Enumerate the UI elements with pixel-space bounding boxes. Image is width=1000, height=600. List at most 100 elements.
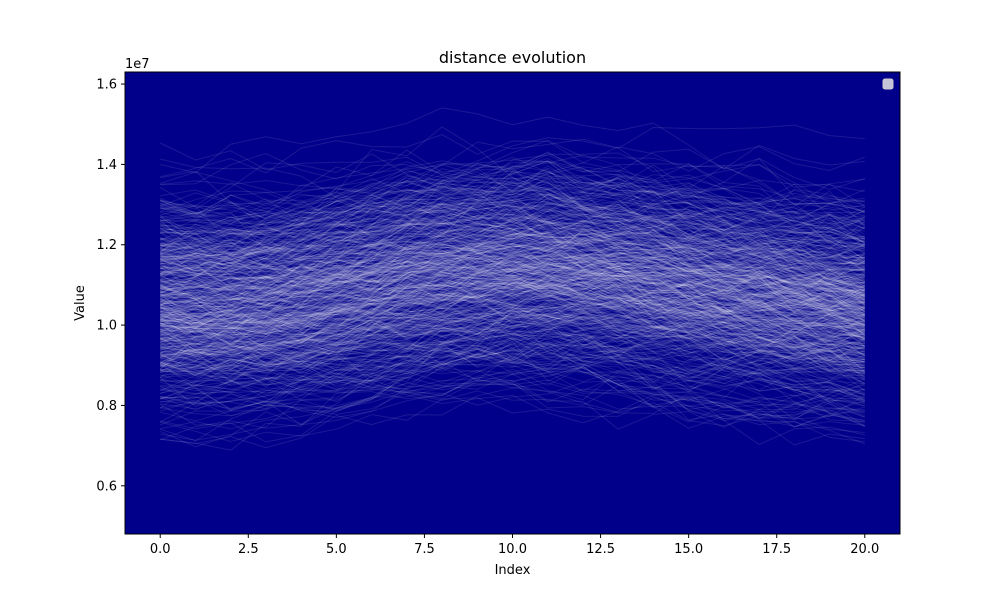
series-line xyxy=(160,346,865,422)
series-line xyxy=(160,273,865,314)
series-line xyxy=(159,168,865,299)
series-line xyxy=(160,266,866,322)
series-line xyxy=(160,196,865,259)
legend-box[interactable] xyxy=(882,78,894,90)
series-line xyxy=(160,334,866,386)
series-line xyxy=(159,280,865,329)
series-line xyxy=(160,262,866,353)
series-line xyxy=(160,245,865,327)
series-line xyxy=(160,240,865,321)
series-line xyxy=(160,244,865,364)
series-line xyxy=(160,312,865,374)
series-line xyxy=(160,299,865,353)
series-line xyxy=(159,292,865,370)
series-line xyxy=(160,296,865,346)
series-line xyxy=(160,242,865,334)
series-line xyxy=(160,313,866,351)
series-line xyxy=(160,330,865,394)
series-line xyxy=(160,366,865,442)
series-line xyxy=(159,144,865,224)
series-line xyxy=(160,303,865,357)
series-line xyxy=(159,309,866,420)
series-line xyxy=(160,256,866,389)
series-line xyxy=(160,178,865,252)
series-line xyxy=(160,238,865,297)
series-line xyxy=(160,321,865,451)
series-line xyxy=(160,216,865,316)
series-line xyxy=(160,372,865,427)
y-tick-label: 0.8 xyxy=(96,399,117,414)
series-line xyxy=(160,297,865,377)
series-line xyxy=(159,255,865,314)
series-line xyxy=(160,382,865,449)
series-line xyxy=(160,265,866,329)
series-line xyxy=(159,218,865,316)
series-line xyxy=(160,153,866,214)
series-line xyxy=(160,253,865,321)
series-line xyxy=(160,293,865,348)
series-line xyxy=(160,188,865,267)
series-line xyxy=(159,250,865,340)
series-line xyxy=(160,233,865,295)
series-line xyxy=(160,344,865,414)
series-line xyxy=(160,214,865,297)
series-line xyxy=(159,271,865,363)
series-line xyxy=(160,258,865,306)
series-line xyxy=(160,265,866,312)
series-line xyxy=(160,277,865,332)
series-line xyxy=(160,167,865,237)
series-line xyxy=(160,348,865,400)
series-line xyxy=(160,192,865,243)
series-line xyxy=(160,231,865,290)
series-line xyxy=(160,236,865,372)
series-line xyxy=(160,257,865,292)
series-line xyxy=(159,328,865,386)
y-tick-label: 1.2 xyxy=(96,238,117,253)
series-line xyxy=(160,319,865,388)
series-line xyxy=(159,193,865,285)
series-line xyxy=(160,248,866,329)
series-line xyxy=(160,338,865,418)
series-line xyxy=(160,355,865,417)
series-line xyxy=(160,194,865,243)
series-line xyxy=(160,220,865,300)
series-line xyxy=(160,206,865,308)
series-line xyxy=(160,331,866,385)
series-line xyxy=(160,161,865,308)
series-line xyxy=(160,204,865,254)
series-line xyxy=(159,200,866,334)
series-line xyxy=(159,232,865,347)
series-line xyxy=(160,269,866,350)
series-line xyxy=(160,238,865,290)
series-line xyxy=(160,215,865,276)
series-line xyxy=(159,183,865,260)
series-line xyxy=(160,299,866,374)
series-line xyxy=(159,301,865,366)
series-line xyxy=(160,261,865,306)
legend[interactable] xyxy=(882,78,894,90)
series-line xyxy=(159,340,865,408)
series-line xyxy=(159,178,865,262)
series-line xyxy=(160,194,865,281)
series-line xyxy=(160,313,865,377)
series-line xyxy=(160,216,865,285)
series-line xyxy=(160,300,865,346)
series-line xyxy=(160,209,866,306)
series-line xyxy=(160,255,866,339)
series-line xyxy=(160,206,866,268)
series-line xyxy=(159,226,865,340)
series-line xyxy=(160,208,865,292)
series-line xyxy=(159,368,865,423)
series-line xyxy=(160,313,865,399)
series-line xyxy=(160,308,865,363)
series-line xyxy=(160,193,865,255)
series-line xyxy=(160,138,865,193)
series-line xyxy=(160,255,865,303)
series-line xyxy=(160,168,865,312)
series-line xyxy=(160,251,865,324)
series-line xyxy=(159,297,865,354)
series-line xyxy=(160,177,865,267)
series-line xyxy=(160,264,865,303)
series-line xyxy=(160,279,865,309)
series-line xyxy=(160,269,865,332)
